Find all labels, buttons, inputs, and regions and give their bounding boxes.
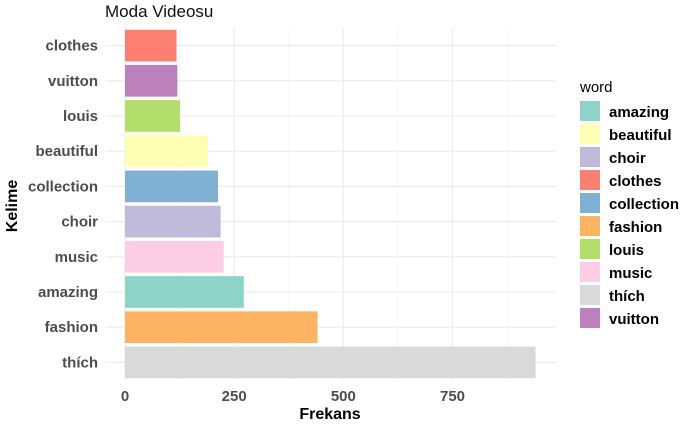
y-tick-label: vuitton bbox=[48, 73, 98, 90]
legend-label: choir bbox=[609, 150, 646, 167]
legend-swatch bbox=[580, 308, 600, 328]
legend-label: fashion bbox=[609, 219, 662, 236]
y-tick-label: collection bbox=[28, 178, 98, 195]
x-tick-label: 250 bbox=[222, 388, 247, 405]
legend-label: louis bbox=[609, 242, 644, 259]
legend-swatch bbox=[580, 124, 600, 144]
legend-title: word bbox=[579, 79, 613, 96]
y-tick-label: music bbox=[55, 249, 98, 266]
legend-swatch bbox=[580, 101, 600, 121]
legend-swatch bbox=[580, 262, 600, 282]
legend-swatch bbox=[580, 147, 600, 167]
chart-title: Moda Videosu bbox=[105, 2, 213, 21]
y-tick-label: clothes bbox=[45, 38, 98, 55]
bar-1 bbox=[125, 64, 178, 97]
y-tick-label: choir bbox=[61, 214, 98, 231]
x-tick-label: 500 bbox=[331, 388, 356, 405]
y-tick-label: fashion bbox=[45, 319, 98, 336]
y-tick-label: amazing bbox=[38, 284, 98, 301]
bar-3 bbox=[125, 135, 208, 168]
bar-9 bbox=[125, 346, 536, 379]
bar-7 bbox=[125, 276, 244, 308]
y-tick-labels: clothes vuitton louis beautiful collection ch… bbox=[28, 38, 98, 372]
legend-label: amazing bbox=[609, 104, 669, 121]
legend-swatch bbox=[580, 285, 600, 305]
legend-swatch bbox=[580, 239, 600, 259]
legend-swatch bbox=[580, 216, 600, 236]
legend-label: beautiful bbox=[609, 127, 672, 144]
y-axis-title: Kelime bbox=[4, 180, 21, 233]
bars bbox=[125, 29, 536, 379]
y-tick-label: louis bbox=[63, 108, 98, 125]
legend-label: vuitton bbox=[609, 311, 659, 328]
bar-4 bbox=[125, 170, 219, 203]
y-tick-label: thích bbox=[62, 354, 98, 371]
x-tick-labels: 0 250 500 750 bbox=[121, 388, 465, 405]
legend-label: music bbox=[609, 265, 652, 282]
bar-6 bbox=[125, 240, 224, 273]
bar-0 bbox=[125, 29, 177, 62]
legend-swatch bbox=[580, 170, 600, 190]
legend-label: thích bbox=[609, 288, 645, 305]
legend: word amazing beautiful choir clothes collect… bbox=[579, 79, 679, 328]
legend-label: clothes bbox=[609, 173, 662, 190]
x-axis-title: Frekans bbox=[299, 406, 360, 423]
y-tick-label: beautiful bbox=[36, 143, 99, 160]
bar-2 bbox=[125, 100, 181, 132]
x-tick-label: 0 bbox=[121, 388, 129, 405]
legend-label: collection bbox=[609, 196, 679, 213]
bar-8 bbox=[125, 311, 318, 344]
legend-swatch bbox=[580, 193, 600, 213]
bar-5 bbox=[125, 205, 221, 238]
x-tick-label: 750 bbox=[440, 388, 465, 405]
